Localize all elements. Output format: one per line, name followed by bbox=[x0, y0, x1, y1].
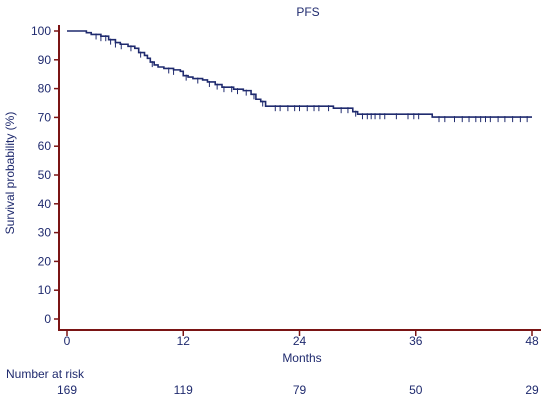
x-axis-label: Months bbox=[282, 351, 321, 365]
y-tick-label: 60 bbox=[38, 139, 52, 153]
survival-step-line bbox=[67, 30, 532, 118]
chart-title: PFS bbox=[296, 5, 319, 19]
y-tick-label: 90 bbox=[38, 53, 52, 67]
x-ticks: 0 12 24 36 48 bbox=[64, 330, 539, 348]
x-tick-label: 12 bbox=[177, 334, 191, 348]
number-at-risk-title: Number at risk bbox=[6, 367, 85, 381]
number-at-risk-value: 169 bbox=[56, 383, 78, 397]
y-tick-label: 30 bbox=[38, 226, 52, 240]
y-tick-label: 40 bbox=[38, 197, 52, 211]
y-tick-label: 100 bbox=[31, 24, 51, 38]
y-tick-label: 0 bbox=[44, 312, 51, 326]
x-tick-label: 24 bbox=[293, 334, 307, 348]
x-tick-label: 36 bbox=[409, 334, 423, 348]
censor-marks bbox=[95, 33, 528, 123]
y-axis-label: Survival probability (%) bbox=[3, 112, 17, 235]
y-tick-label: 80 bbox=[38, 82, 52, 96]
axes bbox=[58, 25, 541, 331]
number-at-risk-value: 29 bbox=[525, 383, 539, 397]
y-tick-label: 20 bbox=[38, 254, 52, 268]
number-at-risk-value: 50 bbox=[409, 383, 423, 397]
number-at-risk-value: 119 bbox=[173, 383, 193, 397]
y-ticks: 0 10 20 30 40 50 60 70 80 90 100 bbox=[31, 24, 59, 326]
number-at-risk-value: 79 bbox=[292, 383, 307, 397]
survival-curve bbox=[67, 30, 532, 118]
x-tick-label: 0 bbox=[64, 334, 71, 348]
y-tick-label: 10 bbox=[38, 283, 52, 297]
y-tick-label: 50 bbox=[38, 168, 52, 182]
y-tick-label: 70 bbox=[38, 110, 52, 124]
x-tick-label: 48 bbox=[525, 334, 539, 348]
